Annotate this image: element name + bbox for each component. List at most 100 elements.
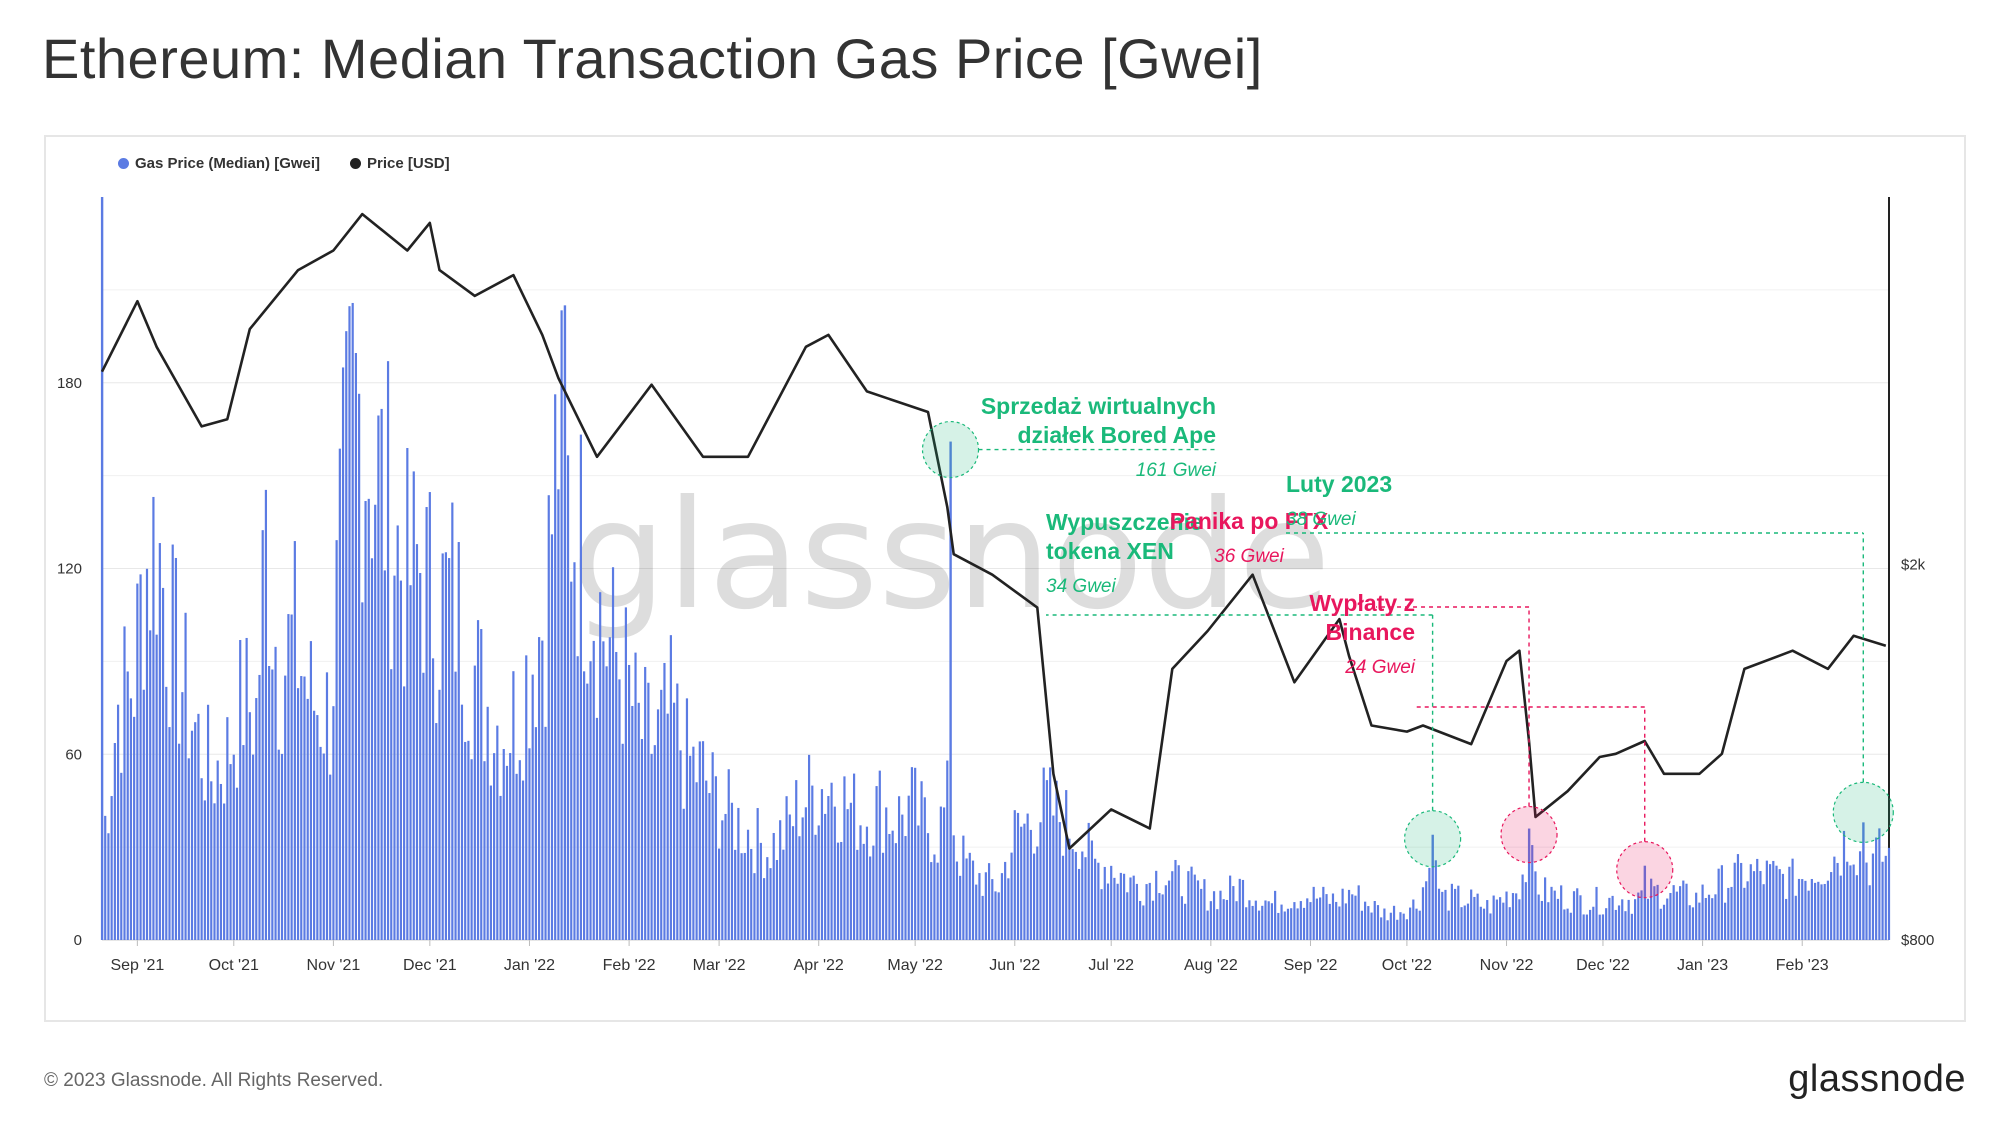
gas-bar[interactable] [631,705,634,940]
gas-bar[interactable] [550,534,554,940]
gas-bar[interactable] [1187,871,1190,940]
gas-bar[interactable] [595,717,599,940]
gas-bar[interactable] [1155,870,1158,940]
gas-bar-peak[interactable] [949,441,952,940]
gas-bar[interactable] [377,415,380,941]
gas-bar[interactable] [1029,829,1032,940]
gas-bar[interactable] [448,558,451,940]
gas-bar[interactable] [743,852,746,940]
gas-bar[interactable] [579,434,582,940]
gas-bar[interactable] [1698,902,1701,940]
gas-bar[interactable] [589,661,592,940]
gas-bar[interactable] [1624,911,1627,940]
gas-bar[interactable] [1055,780,1058,940]
gas-bar[interactable] [1425,881,1428,940]
gas-bar[interactable] [1177,865,1180,940]
gas-bar[interactable] [1720,865,1723,940]
gas-bar[interactable] [1351,894,1354,940]
gas-bar[interactable] [1878,828,1881,940]
gas-bar[interactable] [367,498,370,940]
gas-bar[interactable] [1775,865,1778,940]
gas-bar[interactable] [872,845,875,940]
gas-bar[interactable] [759,842,762,940]
gas-bar[interactable] [791,826,795,940]
gas-bar[interactable] [1232,886,1235,940]
gas-bar[interactable] [689,755,692,940]
gas-bar[interactable] [1730,886,1733,940]
gas-bar[interactable] [592,640,595,940]
gas-bar[interactable] [554,394,557,940]
gas-bar[interactable] [1817,881,1820,940]
gas-bar[interactable] [586,683,589,940]
gas-bar[interactable] [724,813,727,940]
gas-bar[interactable] [1280,904,1283,940]
gas-bar[interactable] [933,854,936,940]
gas-bar[interactable] [406,448,409,940]
gas-bar[interactable] [779,820,782,940]
gas-bar[interactable] [197,713,200,940]
gas-bar[interactable] [454,671,457,940]
gas-bar[interactable] [518,760,521,940]
gas-bar[interactable] [914,767,917,940]
gas-bar[interactable] [1865,862,1868,940]
gas-bar[interactable] [496,725,499,940]
gas-bar[interactable] [116,704,120,940]
gas-bar[interactable] [255,698,258,940]
gas-bar[interactable] [852,773,856,940]
gas-bar[interactable] [457,542,460,940]
gas-bar[interactable] [203,800,206,940]
gas-bar[interactable] [981,895,984,940]
gas-bar[interactable] [859,825,862,940]
gas-bar[interactable] [1364,901,1367,940]
gas-bar[interactable] [1129,877,1132,940]
gas-bar[interactable] [894,843,897,940]
gas-bar[interactable] [840,841,843,940]
gas-bar[interactable] [1669,892,1672,940]
gas-bar[interactable] [184,612,187,940]
gas-bar-peak[interactable] [1431,834,1434,940]
gas-bar[interactable] [521,780,525,940]
gas-bar[interactable] [695,782,698,940]
gas-bar[interactable] [1460,907,1463,940]
gas-bar[interactable] [1495,899,1498,940]
gas-bar[interactable] [1749,864,1752,940]
gas-bar[interactable] [827,796,830,940]
gas-bar[interactable] [608,637,611,940]
gas-bar[interactable] [904,836,907,940]
gas-bar[interactable] [1476,893,1479,940]
gas-bar[interactable] [801,817,804,940]
gas-bar[interactable] [1611,895,1614,940]
gas-bar[interactable] [1139,900,1142,940]
gas-bar[interactable] [1569,912,1572,940]
gas-bar[interactable] [1344,903,1347,940]
gas-bar[interactable] [1871,853,1875,940]
gas-bar[interactable] [174,557,178,940]
gas-bar[interactable] [229,764,232,940]
gas-bar[interactable] [1659,908,1662,940]
gas-bar[interactable] [493,753,496,940]
gas-bar[interactable] [955,861,959,940]
gas-bar[interactable] [907,795,910,940]
gas-bar[interactable] [1119,872,1122,940]
gas-bar[interactable] [1203,879,1206,940]
gas-bar[interactable] [1759,871,1762,940]
gas-bar[interactable] [1672,885,1675,940]
gas-bar[interactable] [807,754,811,940]
gas-bar[interactable] [1842,830,1846,940]
gas-bar[interactable] [1547,902,1550,940]
gas-bar[interactable] [1785,898,1788,940]
gas-bar[interactable] [1184,903,1187,940]
gas-bar[interactable] [1042,767,1045,940]
gas-bar[interactable] [1248,900,1251,940]
gas-bar[interactable] [611,567,615,940]
gas-bar[interactable] [1515,893,1518,940]
gas-bar[interactable] [210,781,213,940]
gas-bar[interactable] [991,879,994,940]
gas-bar[interactable] [624,607,627,940]
gas-bar[interactable] [1167,880,1171,940]
gas-bar[interactable] [1640,890,1643,940]
gas-bar[interactable] [1299,901,1302,940]
gas-bar[interactable] [1389,912,1392,940]
gas-bar[interactable] [727,769,730,940]
gas-bar[interactable] [1830,872,1833,940]
